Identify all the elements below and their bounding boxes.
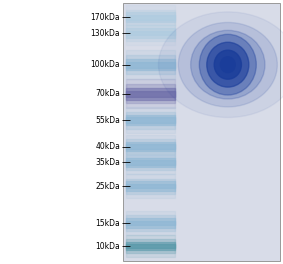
Text: 100kDa: 100kDa	[91, 60, 120, 69]
Ellipse shape	[207, 42, 249, 87]
Ellipse shape	[199, 34, 256, 95]
Bar	[126, 244, 175, 248]
Bar	[126, 79, 175, 108]
Bar	[126, 142, 175, 151]
Bar	[126, 5, 175, 29]
Bar	[126, 181, 175, 191]
Text: 35kDa: 35kDa	[95, 158, 120, 167]
Text: 170kDa: 170kDa	[91, 13, 120, 22]
Bar	[126, 12, 175, 22]
Bar	[126, 184, 175, 188]
Bar	[126, 221, 175, 225]
Bar	[126, 88, 175, 100]
Text: 15kDa: 15kDa	[96, 219, 120, 228]
Bar	[126, 62, 175, 68]
Bar	[126, 84, 175, 103]
Bar	[126, 150, 175, 174]
Bar	[126, 59, 175, 70]
Bar	[126, 218, 175, 228]
Ellipse shape	[220, 57, 235, 73]
Bar	[126, 215, 175, 231]
Bar	[126, 28, 175, 38]
Bar	[126, 135, 175, 158]
Bar	[126, 15, 175, 20]
Bar	[123, 3, 280, 261]
Bar	[126, 242, 175, 250]
Bar	[126, 158, 175, 167]
Text: 70kDa: 70kDa	[95, 89, 120, 98]
Ellipse shape	[178, 22, 277, 107]
Bar	[126, 117, 175, 123]
Bar	[126, 160, 175, 165]
Bar	[126, 155, 175, 170]
Bar	[126, 235, 175, 257]
Bar	[126, 31, 175, 35]
Ellipse shape	[214, 50, 241, 79]
Ellipse shape	[158, 12, 283, 117]
Bar	[126, 55, 175, 74]
Bar	[126, 107, 175, 133]
Bar	[126, 115, 175, 125]
Bar	[126, 112, 175, 129]
Bar	[126, 50, 175, 79]
Text: 10kDa: 10kDa	[96, 242, 120, 251]
Bar	[126, 25, 175, 41]
Bar	[126, 239, 175, 253]
Text: 25kDa: 25kDa	[96, 182, 120, 191]
Bar	[126, 174, 175, 198]
Bar	[126, 178, 175, 194]
Bar	[126, 91, 175, 97]
Text: 40kDa: 40kDa	[95, 142, 120, 151]
Bar	[126, 211, 175, 235]
Bar	[126, 139, 175, 154]
Text: 55kDa: 55kDa	[95, 116, 120, 125]
Ellipse shape	[191, 30, 265, 99]
Text: 130kDa: 130kDa	[91, 29, 120, 37]
Bar	[126, 21, 175, 45]
Bar	[126, 10, 175, 25]
Bar	[126, 144, 175, 149]
